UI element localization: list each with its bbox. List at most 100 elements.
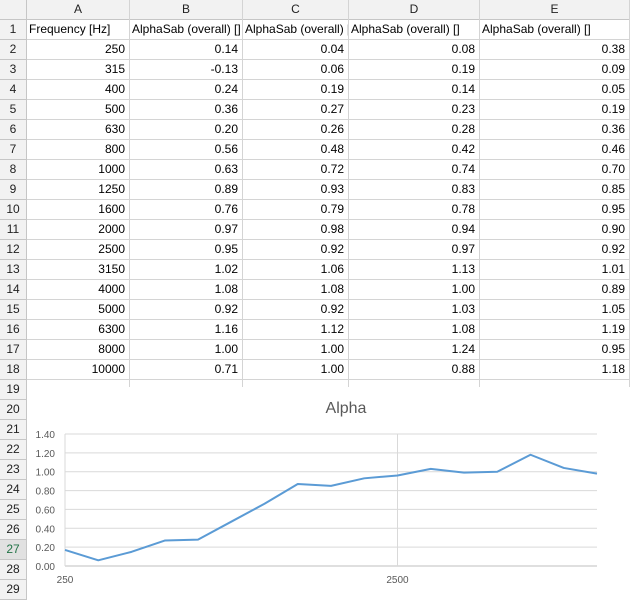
cell-e10[interactable]: 0.95 <box>480 200 629 219</box>
cell-a2[interactable]: 250 <box>27 40 129 59</box>
cell-e1[interactable]: AlphaSab (overall) [] <box>480 20 629 39</box>
cell-e12[interactable]: 0.92 <box>480 240 629 259</box>
row-header-8[interactable]: 8 <box>0 160 27 180</box>
cell-a14[interactable]: 4000 <box>27 280 129 299</box>
cell-e14[interactable]: 0.89 <box>480 280 629 299</box>
cell-c2[interactable]: 0.04 <box>243 40 348 59</box>
cell-b3[interactable]: -0.13 <box>130 60 242 79</box>
cell-c5[interactable]: 0.27 <box>243 100 348 119</box>
cell-e4[interactable]: 0.05 <box>480 80 629 99</box>
cell-a3[interactable]: 315 <box>27 60 129 79</box>
cell-b16[interactable]: 1.16 <box>130 320 242 339</box>
cell-d8[interactable]: 0.74 <box>349 160 479 179</box>
row-header-28[interactable]: 28 <box>0 560 27 580</box>
row-header-6[interactable]: 6 <box>0 120 27 140</box>
cell-c8[interactable]: 0.72 <box>243 160 348 179</box>
cell-b1[interactable]: AlphaSab (overall) [] <box>130 20 242 39</box>
row-header-20[interactable]: 20 <box>0 400 27 420</box>
cell-d9[interactable]: 0.83 <box>349 180 479 199</box>
cell-e16[interactable]: 1.19 <box>480 320 629 339</box>
cell-b17[interactable]: 1.00 <box>130 340 242 359</box>
row-header-14[interactable]: 14 <box>0 280 27 300</box>
cell-c9[interactable]: 0.93 <box>243 180 348 199</box>
cell-c18[interactable]: 1.00 <box>243 360 348 379</box>
cell-d1[interactable]: AlphaSab (overall) [] <box>349 20 479 39</box>
cell-e11[interactable]: 0.90 <box>480 220 629 239</box>
cell-c16[interactable]: 1.12 <box>243 320 348 339</box>
cell-a10[interactable]: 1600 <box>27 200 129 219</box>
row-header-1[interactable]: 1 <box>0 20 27 40</box>
cell-a5[interactable]: 500 <box>27 100 129 119</box>
cell-e3[interactable]: 0.09 <box>480 60 629 79</box>
cell-e5[interactable]: 0.19 <box>480 100 629 119</box>
cell-a16[interactable]: 6300 <box>27 320 129 339</box>
row-header-19[interactable]: 19 <box>0 380 27 400</box>
row-header-11[interactable]: 11 <box>0 220 27 240</box>
row-header-3[interactable]: 3 <box>0 60 27 80</box>
row-header-9[interactable]: 9 <box>0 180 27 200</box>
cell-b10[interactable]: 0.76 <box>130 200 242 219</box>
cell-d14[interactable]: 1.00 <box>349 280 479 299</box>
cell-b11[interactable]: 0.97 <box>130 220 242 239</box>
select-all-corner[interactable] <box>0 0 27 20</box>
row-header-16[interactable]: 16 <box>0 320 27 340</box>
cell-d12[interactable]: 0.97 <box>349 240 479 259</box>
cell-a6[interactable]: 630 <box>27 120 129 139</box>
cell-c10[interactable]: 0.79 <box>243 200 348 219</box>
cell-b9[interactable]: 0.89 <box>130 180 242 199</box>
cell-b15[interactable]: 0.92 <box>130 300 242 319</box>
row-header-13[interactable]: 13 <box>0 260 27 280</box>
cell-a1[interactable]: Frequency [Hz] <box>27 20 129 39</box>
row-header-26[interactable]: 26 <box>0 520 27 540</box>
cell-c6[interactable]: 0.26 <box>243 120 348 139</box>
cell-c17[interactable]: 1.00 <box>243 340 348 359</box>
cell-c13[interactable]: 1.06 <box>243 260 348 279</box>
cell-b7[interactable]: 0.56 <box>130 140 242 159</box>
cell-d10[interactable]: 0.78 <box>349 200 479 219</box>
row-header-17[interactable]: 17 <box>0 340 27 360</box>
cell-b14[interactable]: 1.08 <box>130 280 242 299</box>
cell-a15[interactable]: 5000 <box>27 300 129 319</box>
cell-e6[interactable]: 0.36 <box>480 120 629 139</box>
row-header-10[interactable]: 10 <box>0 200 27 220</box>
cell-c14[interactable]: 1.08 <box>243 280 348 299</box>
cell-e7[interactable]: 0.46 <box>480 140 629 159</box>
cell-b4[interactable]: 0.24 <box>130 80 242 99</box>
cell-d17[interactable]: 1.24 <box>349 340 479 359</box>
cell-d7[interactable]: 0.42 <box>349 140 479 159</box>
cell-e9[interactable]: 0.85 <box>480 180 629 199</box>
cell-e17[interactable]: 0.95 <box>480 340 629 359</box>
cell-e18[interactable]: 1.18 <box>480 360 629 379</box>
column-header-a[interactable]: A <box>27 0 130 20</box>
cell-a17[interactable]: 8000 <box>27 340 129 359</box>
cell-c15[interactable]: 0.92 <box>243 300 348 319</box>
row-header-25[interactable]: 25 <box>0 500 27 520</box>
cell-b6[interactable]: 0.20 <box>130 120 242 139</box>
cell-c12[interactable]: 0.92 <box>243 240 348 259</box>
cell-a13[interactable]: 3150 <box>27 260 129 279</box>
cell-c3[interactable]: 0.06 <box>243 60 348 79</box>
cell-b8[interactable]: 0.63 <box>130 160 242 179</box>
cell-b18[interactable]: 0.71 <box>130 360 242 379</box>
cell-c7[interactable]: 0.48 <box>243 140 348 159</box>
cell-b5[interactable]: 0.36 <box>130 100 242 119</box>
cell-d6[interactable]: 0.28 <box>349 120 479 139</box>
cell-c11[interactable]: 0.98 <box>243 220 348 239</box>
cell-d16[interactable]: 1.08 <box>349 320 479 339</box>
cell-e15[interactable]: 1.05 <box>480 300 629 319</box>
cell-c4[interactable]: 0.19 <box>243 80 348 99</box>
row-header-12[interactable]: 12 <box>0 240 27 260</box>
column-header-c[interactable]: C <box>243 0 349 20</box>
row-header-4[interactable]: 4 <box>0 80 27 100</box>
cell-a4[interactable]: 400 <box>27 80 129 99</box>
cell-e13[interactable]: 1.01 <box>480 260 629 279</box>
cell-d13[interactable]: 1.13 <box>349 260 479 279</box>
cell-a7[interactable]: 800 <box>27 140 129 159</box>
column-header-d[interactable]: D <box>349 0 480 20</box>
row-header-22[interactable]: 22 <box>0 440 27 460</box>
row-header-5[interactable]: 5 <box>0 100 27 120</box>
cell-a12[interactable]: 2500 <box>27 240 129 259</box>
cell-a8[interactable]: 1000 <box>27 160 129 179</box>
